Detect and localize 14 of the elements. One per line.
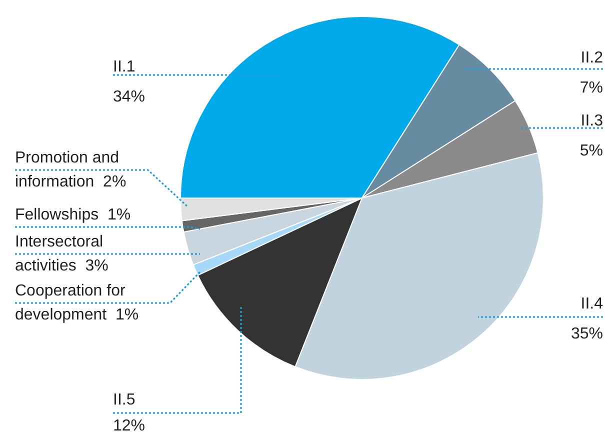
slice-label: II.5 [113, 391, 136, 408]
data-label: 5% [580, 142, 603, 160]
slice-label: Intersectoral activities 3% [15, 233, 108, 274]
slice-label: II.1 [113, 58, 136, 76]
slice-label: Fellowships 1% [15, 206, 131, 224]
data-label: 34% [113, 88, 146, 106]
slice-label: Cooperation for development 1% [15, 282, 139, 324]
slice-label: II.4 [580, 295, 604, 312]
data-label: 12% [113, 417, 146, 434]
slice-label: II.2 [580, 49, 604, 66]
data-label: 35% [570, 325, 603, 342]
slice-label: Promotion and information 2% [15, 149, 126, 190]
slice-label: II.3 [580, 112, 604, 130]
data-label: 7% [580, 79, 603, 96]
